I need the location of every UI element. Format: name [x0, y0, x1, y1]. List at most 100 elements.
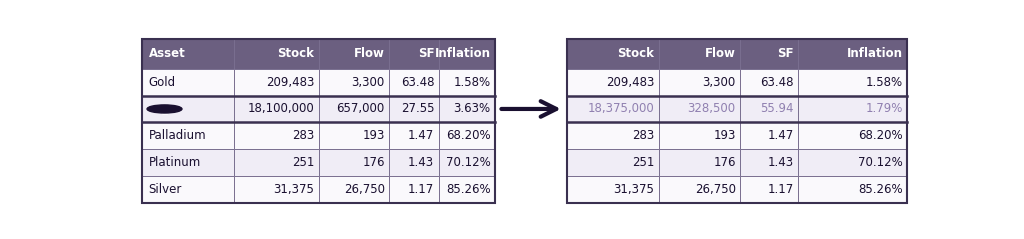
- Text: 3,300: 3,300: [702, 76, 735, 89]
- Bar: [658, 149, 740, 176]
- Bar: [318, 176, 389, 203]
- Text: 18,375,000: 18,375,000: [588, 103, 654, 115]
- Bar: [799, 39, 907, 69]
- Bar: [234, 122, 318, 149]
- Text: 328,500: 328,500: [687, 103, 735, 115]
- Text: 251: 251: [292, 156, 314, 169]
- Text: 27.55: 27.55: [400, 103, 434, 115]
- Bar: [740, 176, 799, 203]
- Bar: [799, 96, 907, 122]
- Bar: [799, 176, 907, 203]
- Text: Inflation: Inflation: [847, 47, 902, 60]
- Text: 1.43: 1.43: [767, 156, 794, 169]
- Text: 1.17: 1.17: [408, 183, 434, 196]
- Circle shape: [147, 105, 182, 113]
- Bar: [318, 149, 389, 176]
- Text: 193: 193: [362, 129, 385, 142]
- Bar: [740, 69, 799, 96]
- Text: Platinum: Platinum: [148, 156, 201, 169]
- Bar: [439, 96, 496, 122]
- Bar: [567, 69, 658, 96]
- Bar: [142, 96, 234, 122]
- Text: 1.58%: 1.58%: [865, 76, 902, 89]
- Text: 1.79%: 1.79%: [865, 103, 902, 115]
- Bar: [658, 176, 740, 203]
- Text: SF: SF: [777, 47, 794, 60]
- Bar: [799, 149, 907, 176]
- Bar: [439, 149, 496, 176]
- Text: 68.20%: 68.20%: [858, 129, 902, 142]
- Bar: [142, 39, 234, 69]
- Bar: [740, 122, 799, 149]
- Text: Stock: Stock: [617, 47, 654, 60]
- Bar: [389, 69, 439, 96]
- Bar: [740, 96, 799, 122]
- Text: 85.26%: 85.26%: [446, 183, 490, 196]
- Text: Inflation: Inflation: [434, 47, 490, 60]
- Text: 3,300: 3,300: [351, 76, 385, 89]
- Text: Palladium: Palladium: [148, 129, 206, 142]
- Bar: [799, 122, 907, 149]
- Bar: [234, 176, 318, 203]
- Bar: [318, 39, 389, 69]
- Text: 251: 251: [632, 156, 654, 169]
- Bar: [389, 176, 439, 203]
- Text: 70.12%: 70.12%: [858, 156, 902, 169]
- Text: 26,750: 26,750: [694, 183, 735, 196]
- Bar: [439, 39, 496, 69]
- Bar: [389, 39, 439, 69]
- Text: 1.58%: 1.58%: [454, 76, 490, 89]
- Bar: [658, 69, 740, 96]
- Bar: [567, 149, 658, 176]
- Bar: [740, 149, 799, 176]
- Bar: [234, 149, 318, 176]
- Text: 1.47: 1.47: [767, 129, 794, 142]
- Text: 1.47: 1.47: [408, 129, 434, 142]
- Text: ₿: ₿: [162, 104, 168, 114]
- Bar: [389, 149, 439, 176]
- Bar: [740, 39, 799, 69]
- Text: 176: 176: [362, 156, 385, 169]
- Text: 18,100,000: 18,100,000: [248, 103, 314, 115]
- Bar: [234, 69, 318, 96]
- Text: 68.20%: 68.20%: [446, 129, 490, 142]
- Bar: [142, 39, 496, 203]
- Bar: [567, 122, 658, 149]
- Bar: [318, 69, 389, 96]
- Bar: [567, 96, 658, 122]
- Bar: [439, 69, 496, 96]
- Bar: [389, 122, 439, 149]
- Bar: [799, 69, 907, 96]
- Bar: [658, 39, 740, 69]
- Text: 1.43: 1.43: [408, 156, 434, 169]
- Bar: [567, 39, 907, 203]
- Text: 193: 193: [714, 129, 735, 142]
- Text: Gold: Gold: [148, 76, 176, 89]
- Text: 283: 283: [632, 129, 654, 142]
- Text: 70.12%: 70.12%: [445, 156, 490, 169]
- Text: 176: 176: [714, 156, 735, 169]
- Bar: [318, 96, 389, 122]
- Text: 55.94: 55.94: [760, 103, 794, 115]
- Bar: [439, 176, 496, 203]
- Text: 63.48: 63.48: [760, 76, 794, 89]
- Bar: [234, 96, 318, 122]
- Text: 1.17: 1.17: [767, 183, 794, 196]
- Bar: [439, 122, 496, 149]
- Text: 31,375: 31,375: [613, 183, 654, 196]
- Bar: [658, 122, 740, 149]
- Bar: [142, 69, 234, 96]
- Bar: [142, 122, 234, 149]
- Text: 3.63%: 3.63%: [454, 103, 490, 115]
- Text: 209,483: 209,483: [265, 76, 314, 89]
- Text: 657,000: 657,000: [337, 103, 385, 115]
- Text: 85.26%: 85.26%: [858, 183, 902, 196]
- Text: Stock: Stock: [278, 47, 314, 60]
- Text: Flow: Flow: [354, 47, 385, 60]
- Text: Silver: Silver: [148, 183, 182, 196]
- Text: Asset: Asset: [148, 47, 185, 60]
- Text: 209,483: 209,483: [605, 76, 654, 89]
- Text: SF: SF: [418, 47, 434, 60]
- Text: 283: 283: [292, 129, 314, 142]
- Bar: [142, 176, 234, 203]
